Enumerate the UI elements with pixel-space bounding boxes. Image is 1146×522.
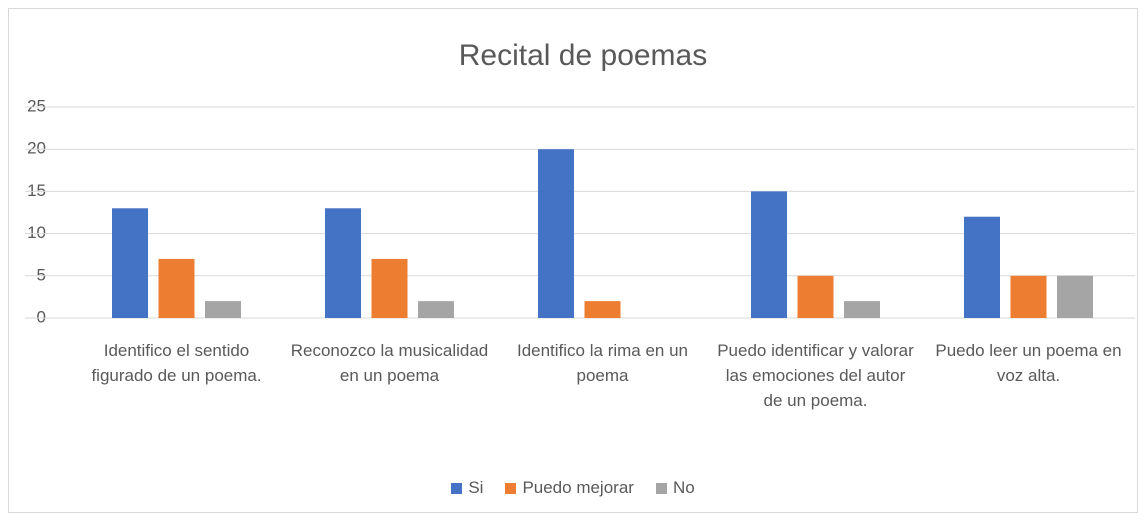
x-tick-label: Puedo leer un poema en voz alta. bbox=[935, 341, 1122, 385]
x-tick-label: Identifico el sentido figurado de un poe… bbox=[91, 341, 262, 385]
legend-label: No bbox=[672, 478, 695, 497]
x-tick-label: Puedo identificar y valorar las emocione… bbox=[717, 341, 914, 410]
bar bbox=[205, 301, 241, 318]
legend-item: Si bbox=[451, 478, 483, 498]
x-tick-label: Reconozco la musicalidad en un poema bbox=[290, 341, 489, 385]
bar bbox=[158, 258, 195, 318]
legend-swatch bbox=[655, 482, 667, 494]
legend-label: Puedo mejorar bbox=[522, 478, 634, 497]
x-tick-label: Identifico la rima en un poema bbox=[516, 341, 689, 385]
chart-title: Recital de poemas bbox=[459, 39, 707, 72]
bar bbox=[844, 301, 880, 318]
legend-swatch bbox=[505, 482, 517, 494]
y-tick-label: 15 bbox=[27, 181, 46, 200]
y-tick-label: 0 bbox=[37, 307, 46, 326]
legend-item: Puedo mejorar bbox=[505, 478, 634, 498]
y-tick-label: 25 bbox=[27, 96, 46, 115]
bar bbox=[584, 301, 621, 318]
bar bbox=[418, 301, 454, 318]
chart-frame bbox=[8, 8, 1138, 513]
bar bbox=[751, 191, 787, 318]
y-tick-label: 5 bbox=[37, 265, 46, 284]
y-tick-label: 10 bbox=[27, 223, 46, 242]
bar bbox=[325, 208, 361, 318]
legend: Si Puedo mejorar No bbox=[0, 478, 1146, 498]
bar bbox=[1010, 275, 1047, 318]
bar bbox=[964, 216, 1000, 318]
legend-item: No bbox=[655, 478, 695, 498]
bar bbox=[1057, 275, 1093, 318]
bar bbox=[112, 208, 148, 318]
legend-swatch bbox=[451, 482, 463, 494]
y-tick-label: 20 bbox=[27, 139, 46, 158]
legend-label: Si bbox=[468, 478, 484, 497]
bar bbox=[371, 258, 408, 318]
bar bbox=[538, 149, 574, 318]
bar bbox=[797, 275, 834, 318]
